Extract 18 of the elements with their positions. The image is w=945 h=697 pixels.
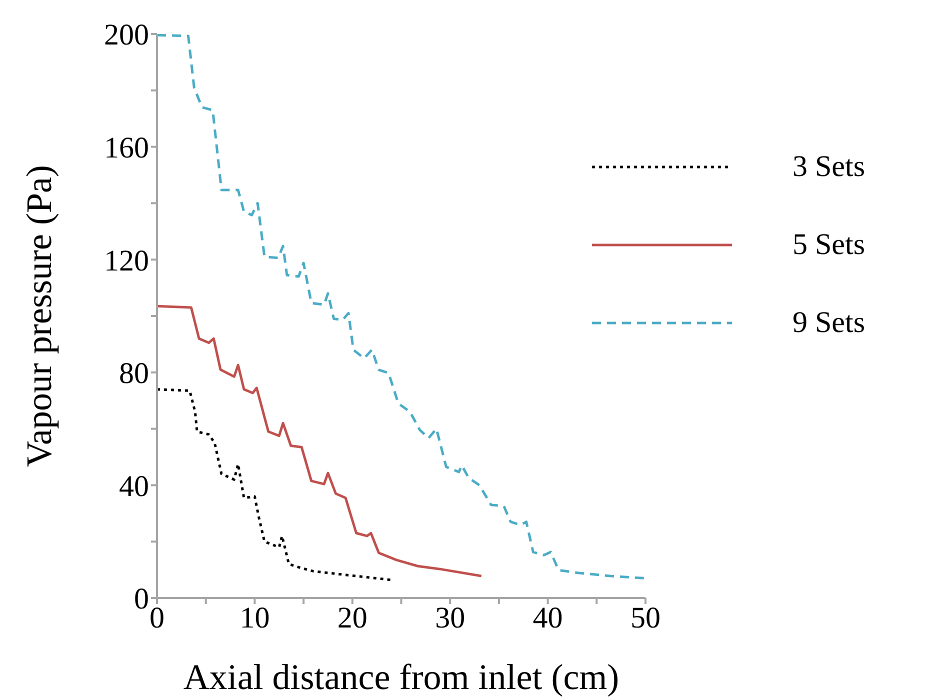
x-tick-label: 10 — [240, 601, 270, 634]
x-axis-title: Axial distance from inlet (cm) — [183, 657, 620, 697]
x-tick-label: 30 — [435, 601, 466, 634]
legend-label: 3 Sets — [792, 150, 865, 184]
x-tick-label: 40 — [532, 601, 563, 634]
y-tick-label: 80 — [119, 357, 149, 390]
x-tick-label: 50 — [630, 601, 660, 634]
y-tick-label: 160 — [104, 131, 149, 164]
line-series — [157, 304, 483, 578]
y-tick-label: 120 — [104, 244, 149, 278]
y-tick-label: 200 — [104, 18, 149, 52]
legend-label: 9 Sets — [792, 306, 865, 340]
line-series — [157, 388, 393, 582]
x-tick-label: 20 — [337, 601, 368, 634]
legend-label: 5 Sets — [792, 228, 865, 262]
y-axis-title: Vapour pressure (Pa) — [18, 165, 59, 467]
line-series — [157, 34, 646, 580]
y-tick-label: 40 — [119, 470, 149, 503]
